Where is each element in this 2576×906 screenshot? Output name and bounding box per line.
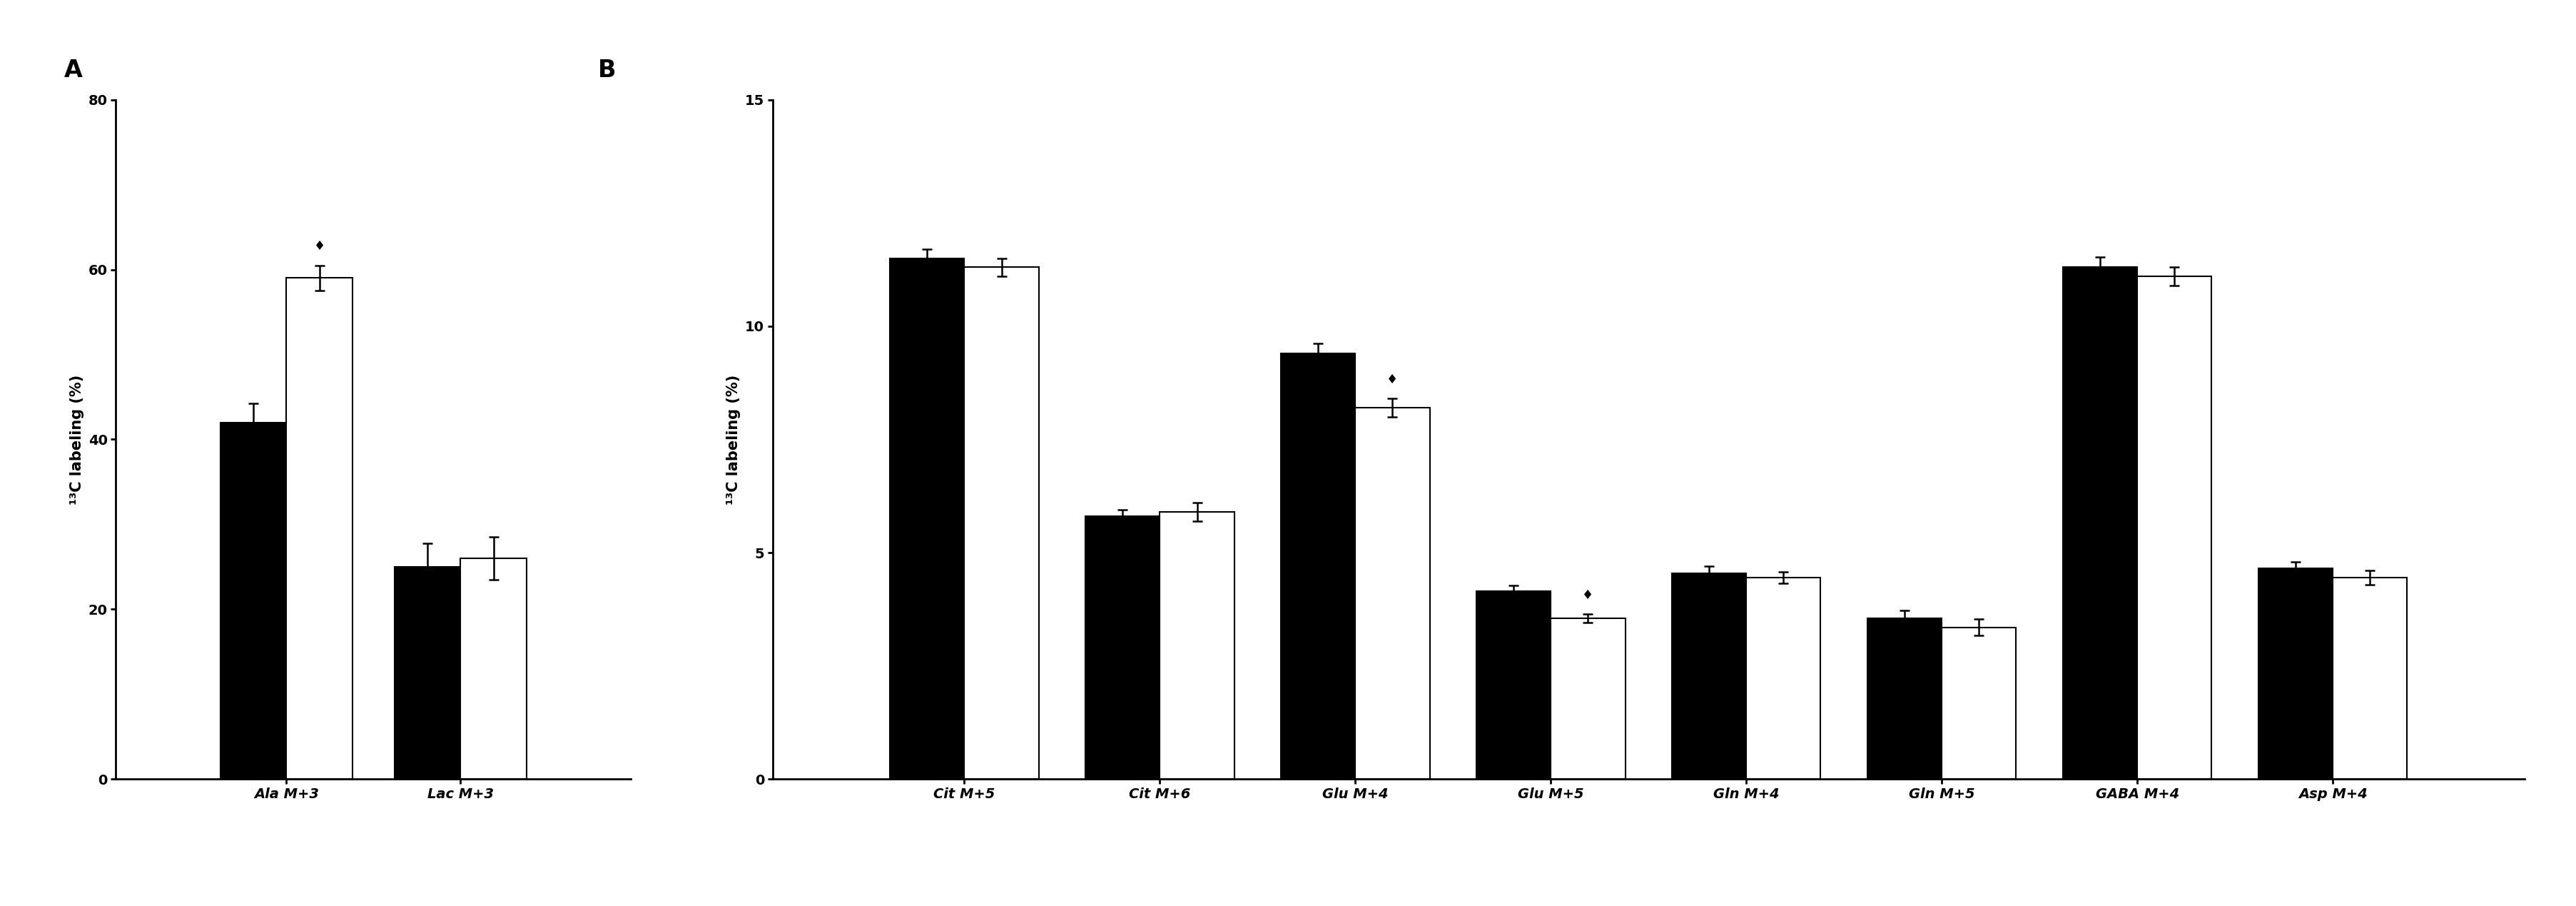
Text: ♦: ♦ <box>1386 373 1399 387</box>
Bar <box>1672 573 1747 779</box>
Y-axis label: ¹³C labeling (%): ¹³C labeling (%) <box>70 374 85 505</box>
Bar <box>1747 578 1821 779</box>
Bar <box>2138 276 2213 779</box>
Bar <box>1084 516 1159 779</box>
Bar <box>222 422 286 779</box>
Bar <box>1159 512 1234 779</box>
Y-axis label: ¹³C labeling (%): ¹³C labeling (%) <box>726 374 742 505</box>
Bar <box>1355 408 1430 779</box>
Bar <box>2334 578 2406 779</box>
Bar <box>891 258 963 779</box>
Text: B: B <box>598 59 616 82</box>
Bar <box>963 267 1038 779</box>
Text: ♦: ♦ <box>314 240 325 253</box>
Bar <box>286 278 353 779</box>
Bar <box>1868 618 1942 779</box>
Bar <box>2259 569 2334 779</box>
Bar <box>461 558 526 779</box>
Bar <box>1280 353 1355 779</box>
Bar <box>1476 591 1551 779</box>
Bar <box>1551 618 1625 779</box>
Text: ♦: ♦ <box>1582 589 1595 602</box>
Bar <box>1942 627 2017 779</box>
Text: A: A <box>64 59 82 82</box>
Bar <box>2063 267 2138 779</box>
Bar <box>394 567 461 779</box>
